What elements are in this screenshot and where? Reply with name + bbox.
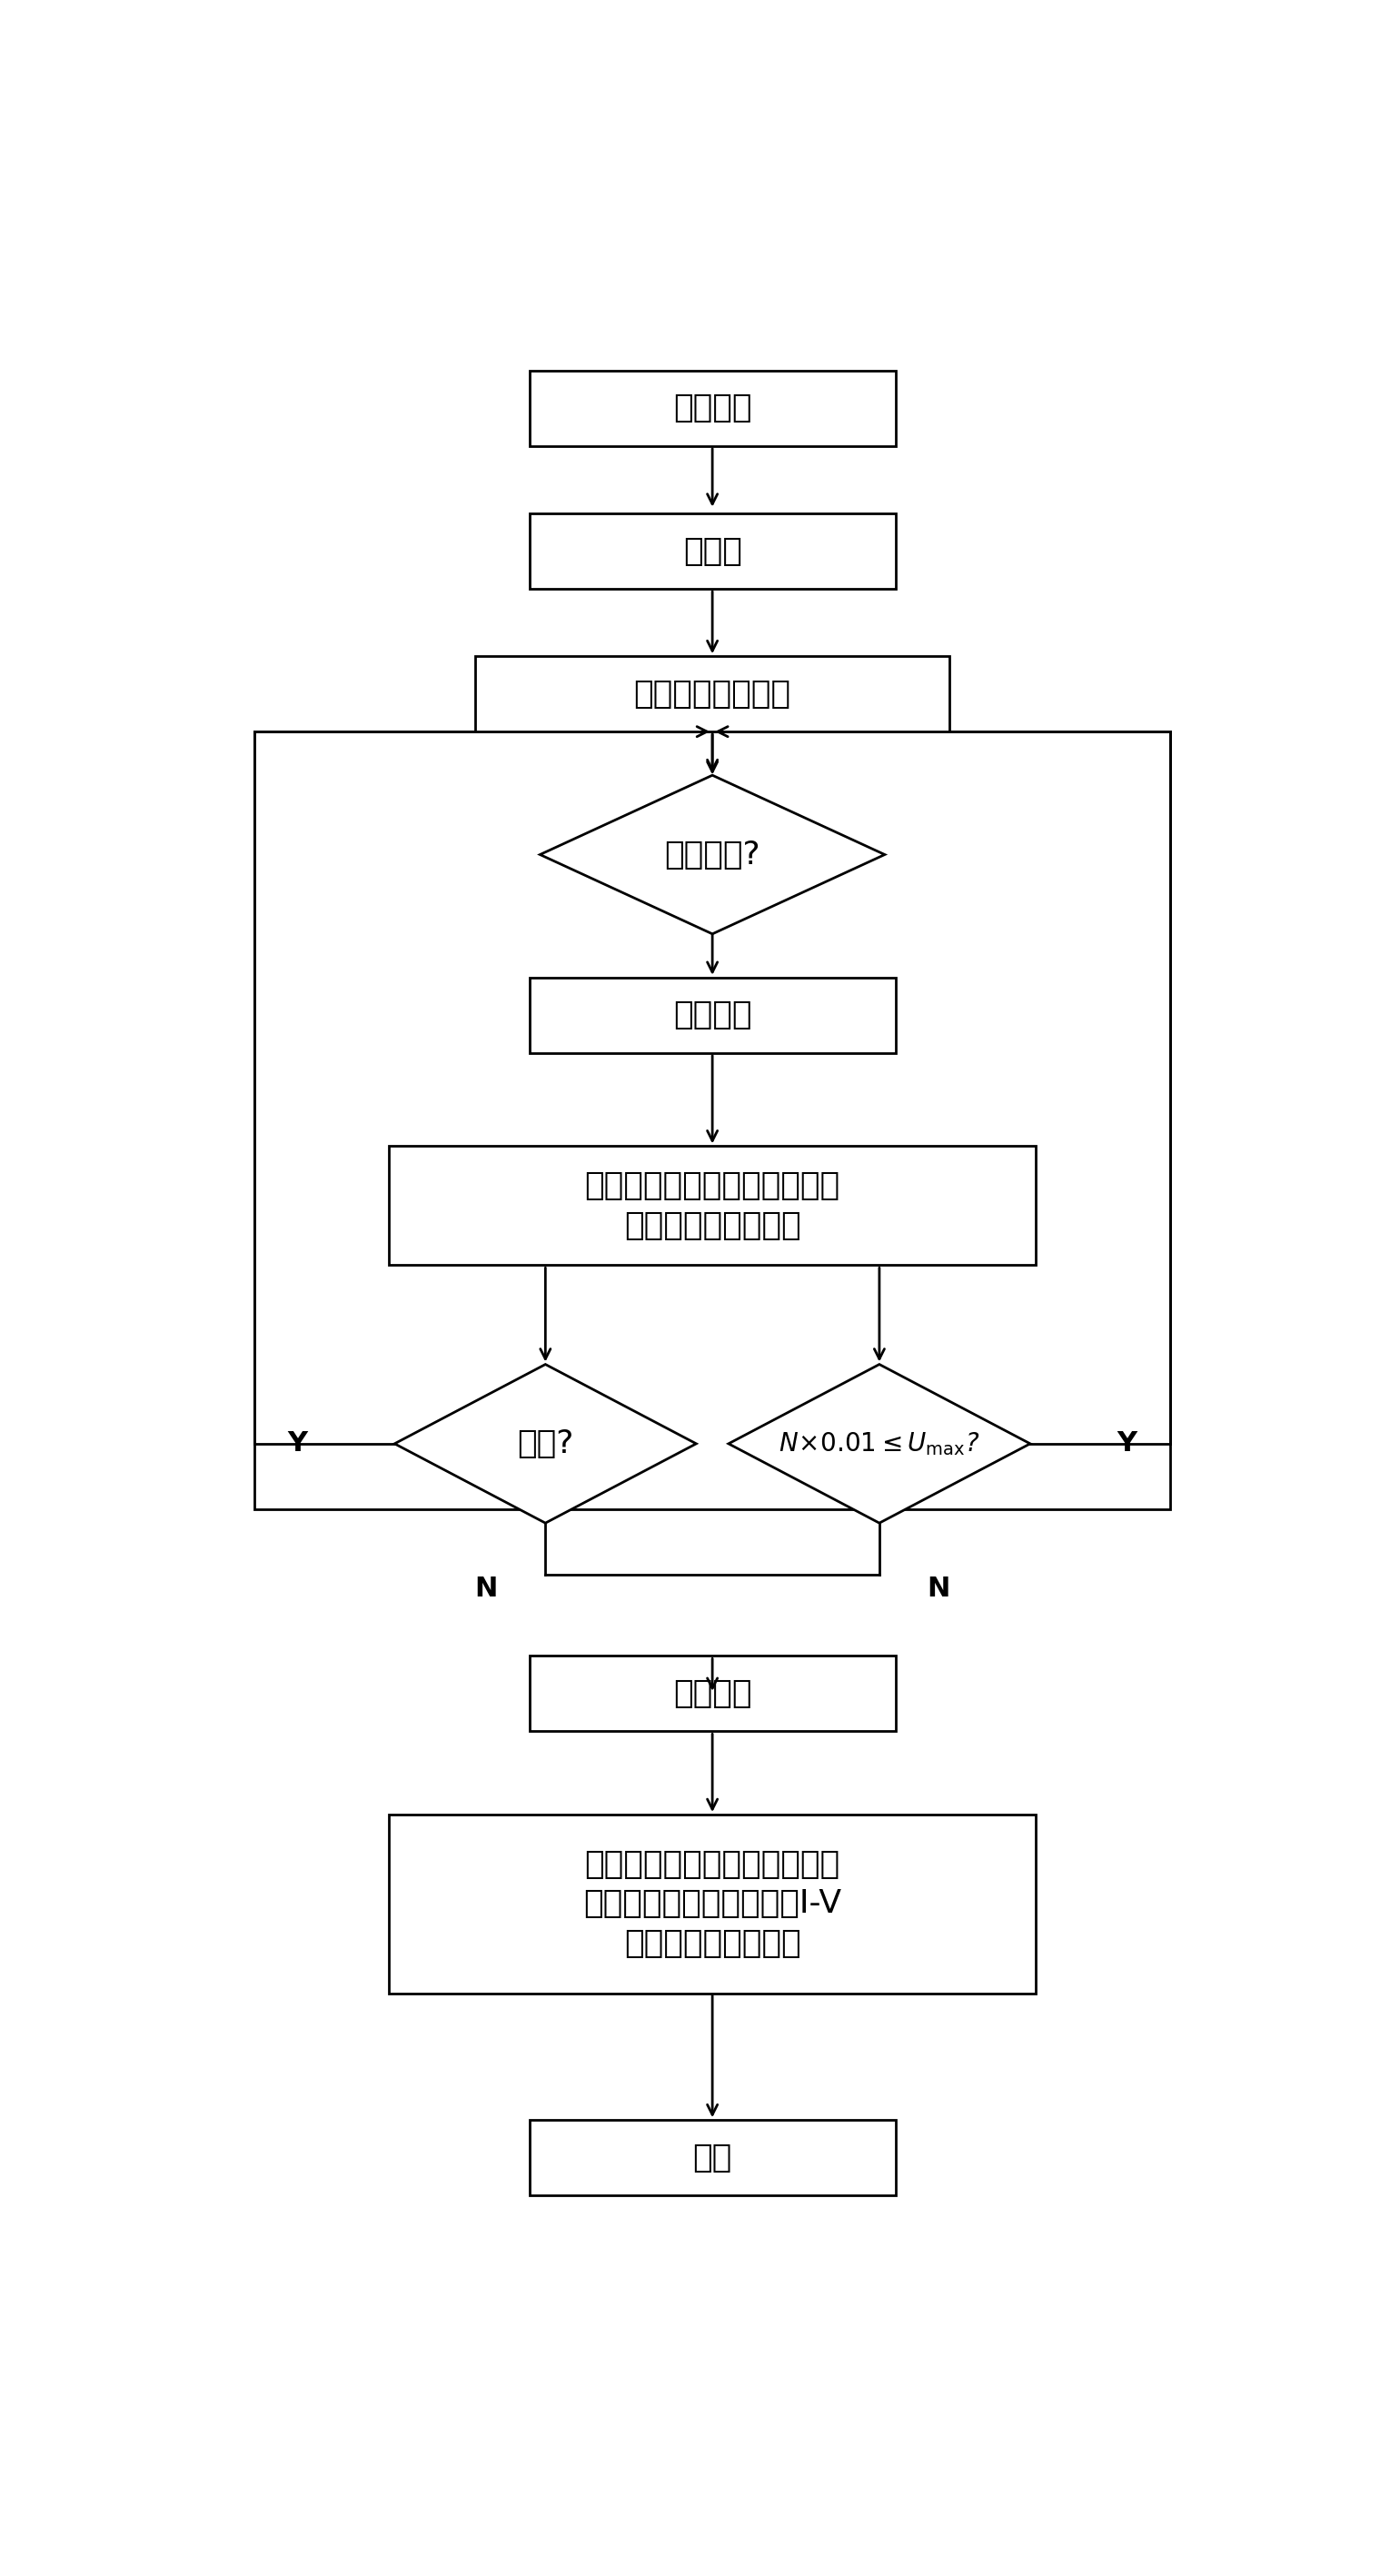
Text: 设置起始截止电压: 设置起始截止电压 — [634, 677, 791, 708]
Text: 结束: 结束 — [692, 2143, 733, 2174]
Text: 读取现场测试、日照强度及温
度数据、绘制标准条件下I-V
曲线、显示重要参数: 读取现场测试、日照强度及温 度数据、绘制标准条件下I-V 曲线、显示重要参数 — [584, 1850, 841, 1958]
Text: Y: Y — [288, 1430, 307, 1458]
FancyBboxPatch shape — [530, 1656, 895, 1731]
Text: 模拟输出、采集、显示实时电
压、电流、保存数据: 模拟输出、采集、显示实时电 压、电流、保存数据 — [585, 1170, 840, 1242]
Text: N: N — [474, 1577, 498, 1602]
Polygon shape — [395, 1365, 696, 1522]
FancyBboxPatch shape — [389, 1146, 1036, 1265]
Text: $N\!\times\!0.01\leq U_{\rm max}$?: $N\!\times\!0.01\leq U_{\rm max}$? — [778, 1430, 980, 1458]
FancyBboxPatch shape — [389, 1814, 1036, 1994]
FancyBboxPatch shape — [530, 513, 895, 590]
Text: 开始采集: 开始采集 — [673, 394, 752, 422]
Text: N: N — [927, 1577, 951, 1602]
Text: Y: Y — [1118, 1430, 1137, 1458]
FancyBboxPatch shape — [530, 976, 895, 1054]
Text: 采集电压?: 采集电压? — [664, 840, 760, 871]
Text: 继续?: 继续? — [517, 1427, 574, 1458]
Text: 停止采集: 停止采集 — [673, 1677, 752, 1708]
Polygon shape — [728, 1365, 1030, 1522]
FancyBboxPatch shape — [530, 2120, 895, 2195]
FancyBboxPatch shape — [475, 657, 949, 732]
FancyBboxPatch shape — [530, 371, 895, 446]
Text: 启动采集: 启动采集 — [673, 999, 752, 1030]
Text: 初始化: 初始化 — [682, 536, 742, 567]
Polygon shape — [539, 775, 884, 935]
